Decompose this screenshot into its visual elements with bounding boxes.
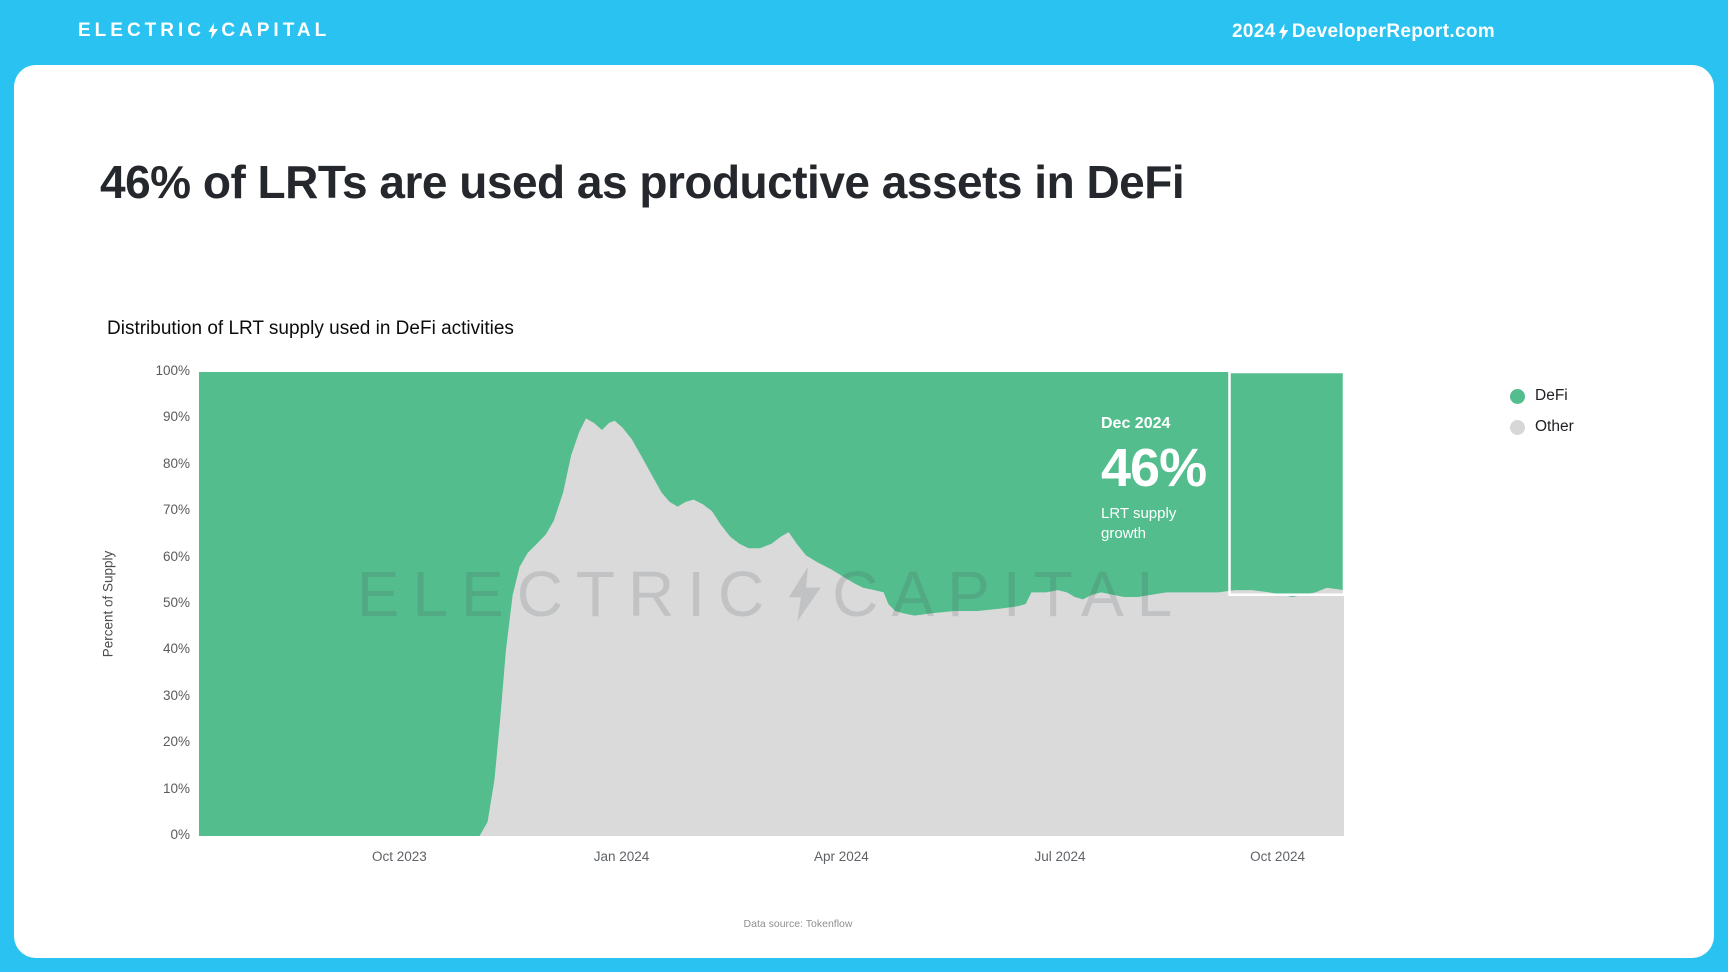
annotation-caption: LRT supply growth xyxy=(1101,505,1177,542)
y-tick-label: 10% xyxy=(162,780,190,796)
developer-report-url: 2024 DeveloperReport.com xyxy=(1232,21,1495,43)
y-tick-label: 100% xyxy=(155,363,190,378)
page-title: 46% of LRTs are used as productive asset… xyxy=(100,156,1185,208)
data-source-note: Data source: Tokenflow xyxy=(743,918,853,930)
other-area xyxy=(199,418,1344,836)
x-axis-tick-labels: Oct 2023 Jan 2024 Apr 2024 Jul 2024 Oct 2024 xyxy=(199,849,1344,869)
y-tick-label: 50% xyxy=(162,595,190,610)
legend-label: Other xyxy=(1535,418,1574,435)
x-tick-label: Oct 2024 xyxy=(1250,849,1305,864)
stacked-area-chart xyxy=(199,372,1344,836)
top-banner: ELECTRIC CAPITAL 2024 DeveloperReport.co… xyxy=(0,0,1728,65)
y-tick-label: 30% xyxy=(162,687,190,703)
y-tick-label: 80% xyxy=(162,455,190,471)
report-site: DeveloperReport.com xyxy=(1291,21,1495,42)
chart-title: Distribution of LRT supply used in DeFi … xyxy=(107,318,514,339)
y-tick-label: 20% xyxy=(162,734,190,750)
electric-capital-logo: ELECTRIC CAPITAL xyxy=(78,20,330,42)
dec-2024-highlight-box xyxy=(1228,372,1344,596)
legend-item-defi: DeFi xyxy=(1510,387,1574,405)
x-tick-label: Jan 2024 xyxy=(593,849,650,864)
y-tick-label: 60% xyxy=(162,548,190,564)
y-axis-tick-labels: 0% 10% 20% 30% 40% 50% 60% 70% 80% 90% 100% xyxy=(124,363,190,842)
y-tick-label: 70% xyxy=(162,502,190,518)
y-axis-title: Percent of Supply xyxy=(100,550,116,658)
lightning-bolt-icon xyxy=(208,22,218,40)
dec-2024-annotation: Dec 2024 46% LRT supply growth xyxy=(1101,415,1209,543)
legend-label: DeFi xyxy=(1535,387,1568,404)
legend-dot xyxy=(1510,419,1525,435)
chart xyxy=(199,372,1344,836)
y-tick-label: 0% xyxy=(170,827,190,842)
logo-text-left: ELECTRIC xyxy=(78,20,205,41)
y-tick-label: 40% xyxy=(162,641,190,657)
legend-dot xyxy=(1510,388,1525,404)
annotation-date: Dec 2024 xyxy=(1101,415,1171,432)
report-year: 2024 xyxy=(1232,21,1276,42)
chart-legend: DeFi Other xyxy=(1510,387,1574,436)
x-tick-label: Apr 2024 xyxy=(813,849,869,864)
annotation-value: 46% xyxy=(1101,438,1207,498)
logo-text-right: CAPITAL xyxy=(221,20,331,41)
legend-item-other: Other xyxy=(1510,418,1574,436)
x-tick-label: Oct 2023 xyxy=(371,849,427,864)
x-tick-label: Jul 2024 xyxy=(1034,849,1086,864)
y-tick-label: 90% xyxy=(162,409,190,425)
lightning-bolt-icon xyxy=(1278,23,1289,41)
content-card: 46% of LRTs are used as productive asset… xyxy=(14,65,1714,958)
